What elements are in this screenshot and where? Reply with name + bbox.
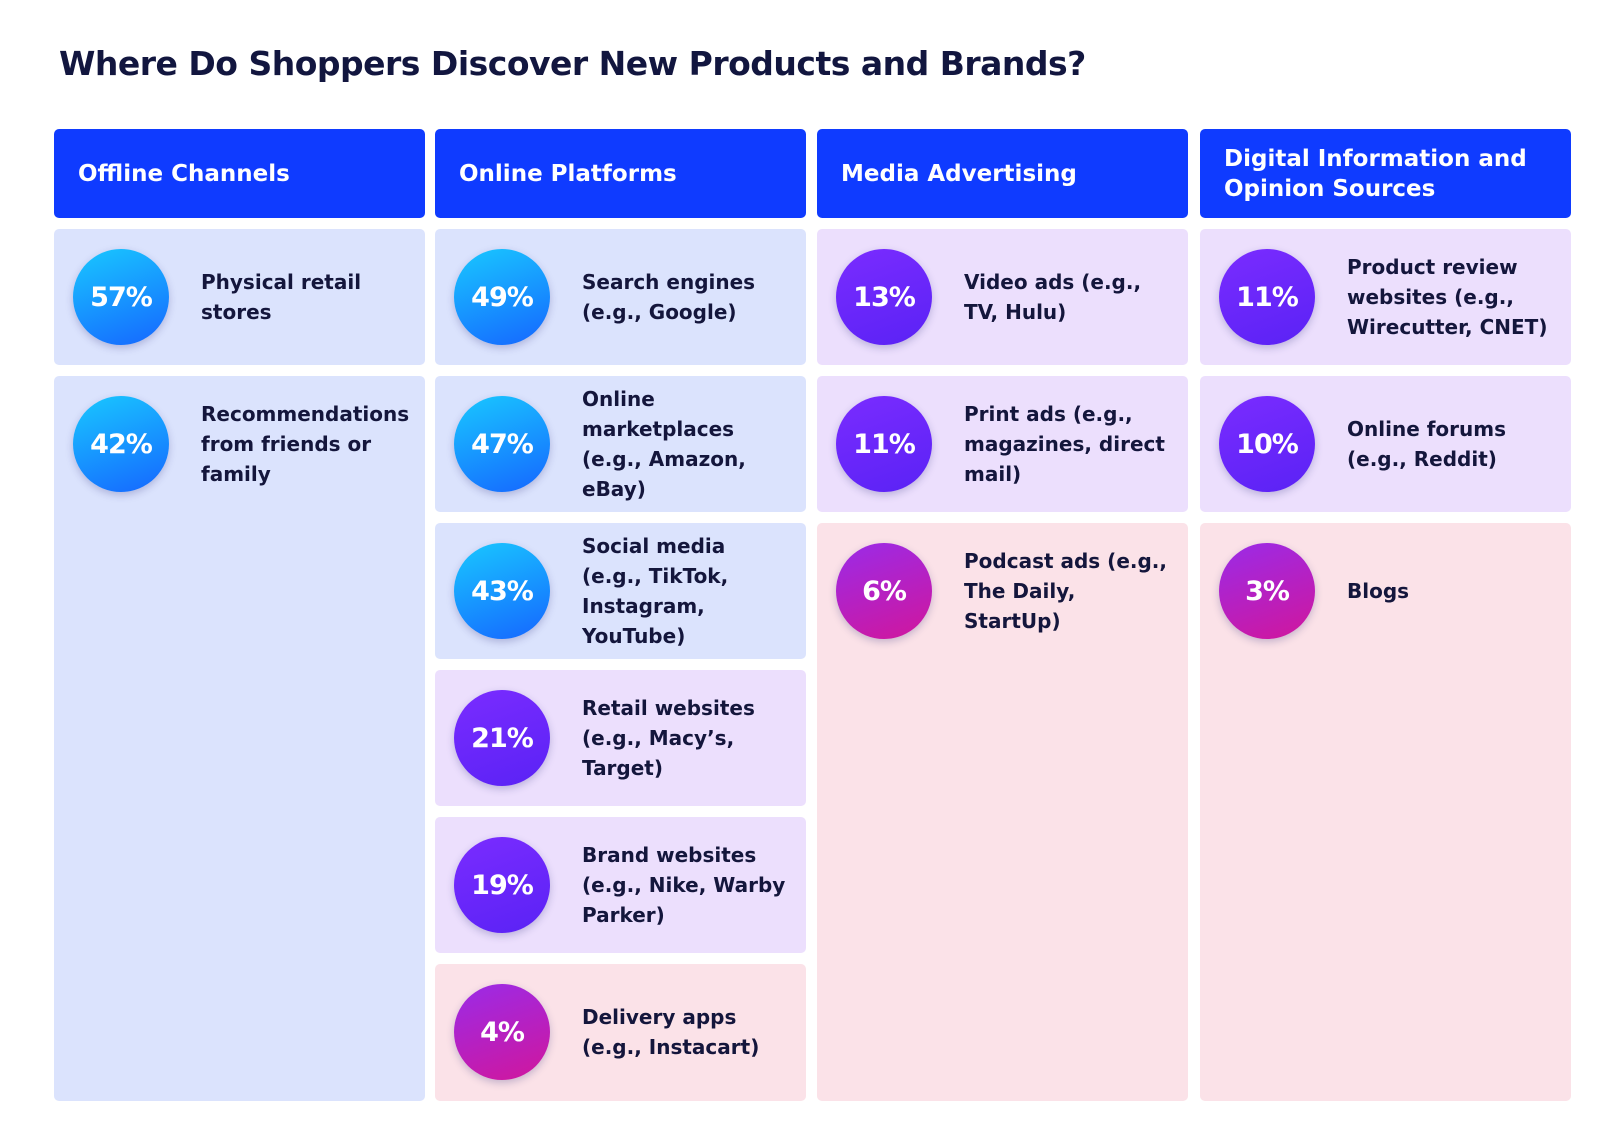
channel-label: Video ads (e.g., TV, Hulu)	[964, 270, 1142, 324]
channel-card: 11% Print ads (e.g., magazines, direct ma…	[817, 376, 1188, 512]
category-header: Offline Channels	[54, 129, 425, 218]
channel-label: Recommendations from friends or family	[201, 402, 410, 486]
percent-badge: 43%	[454, 543, 550, 639]
category-column: Media Advertising 13% Video ads (e.g., TV,…	[817, 129, 1188, 1101]
channel-card: 11% Product review websites (e.g., Wirecu…	[1200, 229, 1571, 365]
percent-badge: 6%	[836, 543, 932, 639]
category-header: Online Platforms	[435, 129, 806, 218]
channel-card: 3% Blogs	[1200, 523, 1571, 1101]
channel-card: 10% Online forums (e.g., Reddit)	[1200, 376, 1571, 512]
channel-card: 57% Physical retail stores	[54, 229, 425, 365]
percent-badge: 11%	[1219, 249, 1315, 345]
channel-label: Retail websites (e.g., Macy’s, Target)	[582, 696, 755, 780]
percent-badge: 57%	[73, 249, 169, 345]
channel-card: 6% Podcast ads (e.g., The Daily, StartUp)	[817, 523, 1188, 1101]
channel-card: 47% Online marketplaces (e.g., Amazon, eB…	[435, 376, 806, 512]
category-column: Digital Information and Opinion Sources 1…	[1200, 129, 1571, 1101]
percent-badge: 42%	[73, 396, 169, 492]
channel-label: Online marketplaces (e.g., Amazon, eBay)	[582, 387, 746, 501]
category-column: Online Platforms 49% Search engines (e.g.,…	[435, 129, 806, 1101]
channel-label: Blogs	[1347, 579, 1410, 603]
category-header: Media Advertising	[817, 129, 1188, 218]
category-header: Digital Information and Opinion Sources	[1200, 129, 1571, 218]
channel-card: 43% Social media (e.g., TikTok, Instagram…	[435, 523, 806, 659]
channel-card: 13% Video ads (e.g., TV, Hulu)	[817, 229, 1188, 365]
page-title: Where Do Shoppers Discover New Products …	[59, 44, 1086, 83]
percent-badge: 21%	[454, 690, 550, 786]
percent-badge: 47%	[454, 396, 550, 492]
percent-badge: 3%	[1219, 543, 1315, 639]
channel-label: Social media (e.g., TikTok, Instagram, Y…	[582, 534, 729, 648]
channel-label: Podcast ads (e.g., The Daily, StartUp)	[964, 549, 1167, 633]
channel-card: 21% Retail websites (e.g., Macy’s, Target…	[435, 670, 806, 806]
percent-badge: 19%	[454, 837, 550, 933]
channel-card: 4% Delivery apps (e.g., Instacart)	[435, 964, 806, 1101]
channel-label: Product review websites (e.g., Wirecutte…	[1347, 255, 1548, 339]
channel-label: Delivery apps (e.g., Instacart)	[582, 1005, 760, 1059]
channel-label: Print ads (e.g., magazines, direct mail)	[964, 402, 1165, 486]
channel-label: Physical retail stores	[201, 270, 362, 324]
channel-card: 42% Recommendations from friends or famil…	[54, 376, 425, 1101]
category-column: Offline Channels 57% Physical retail store…	[54, 129, 425, 1101]
percent-badge: 10%	[1219, 396, 1315, 492]
channel-label: Online forums (e.g., Reddit)	[1347, 417, 1507, 471]
channel-label: Search engines (e.g., Google)	[582, 270, 756, 324]
channel-card: 19% Brand websites (e.g., Nike, Warby Par…	[435, 817, 806, 953]
percent-badge: 49%	[454, 249, 550, 345]
percent-badge: 4%	[454, 984, 550, 1080]
channel-label: Brand websites (e.g., Nike, Warby Parker…	[582, 843, 786, 927]
percent-badge: 11%	[836, 396, 932, 492]
channel-card: 49% Search engines (e.g., Google)	[435, 229, 806, 365]
percent-badge: 13%	[836, 249, 932, 345]
